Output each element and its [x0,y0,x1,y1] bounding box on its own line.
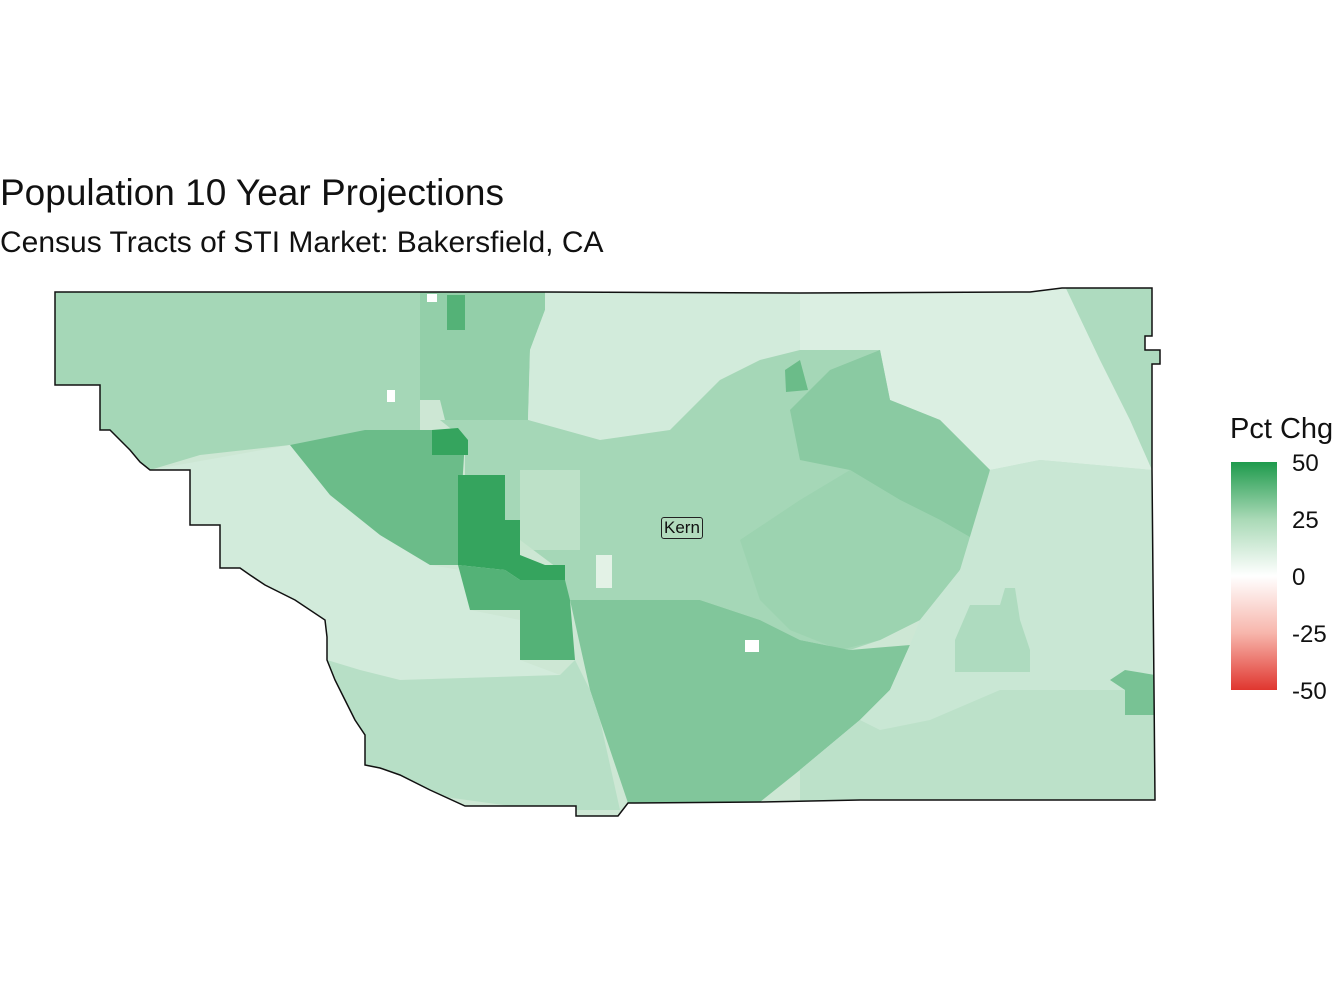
legend-tick-50: 50 [1292,450,1319,477]
county-label: Kern [661,517,703,539]
legend-tick-25: 25 [1292,507,1319,534]
tract-south-west [327,660,620,810]
tract-kern-river-spot [785,360,808,392]
legend-tick-neg50: -50 [1292,678,1327,705]
tract-west-block [290,430,465,565]
tract-north-east [800,288,1152,470]
tract-no-data-2 [387,390,395,402]
legend-tick-neg25: -25 [1292,621,1327,648]
tract-layer [55,288,1160,816]
tract-far-east-strip [1062,288,1160,470]
tract-center-east [740,470,975,650]
tract-east-mountains [790,350,990,540]
tract-east-cluster [955,588,1030,672]
chart-subtitle: Census Tracts of STI Market: Bakersfield… [0,226,604,259]
tract-city-core [520,470,580,550]
legend-title: Pct Chg [1230,413,1334,445]
tract-north-west [55,288,420,470]
tract-far-east-south [800,690,1160,816]
tract-south-of-city [458,565,575,660]
legend-tick-0: 0 [1292,564,1306,591]
legend-color-bar [1231,462,1277,690]
tract-no-data [745,640,759,652]
tract-city-light [596,555,612,588]
chart-title: Population 10 Year Projections [0,172,504,213]
tract-north-mid [528,288,800,440]
county-boundary [54,287,1161,817]
tract-se-block [1110,670,1155,715]
tract-north-spot [447,295,465,330]
tract-bakersfield-core [458,475,565,580]
tract-west-valley [150,445,560,680]
tract-south-central [570,600,910,803]
tract-no-data-3 [427,294,437,302]
tract-city-north [432,428,468,455]
tract-north-central [420,288,545,420]
